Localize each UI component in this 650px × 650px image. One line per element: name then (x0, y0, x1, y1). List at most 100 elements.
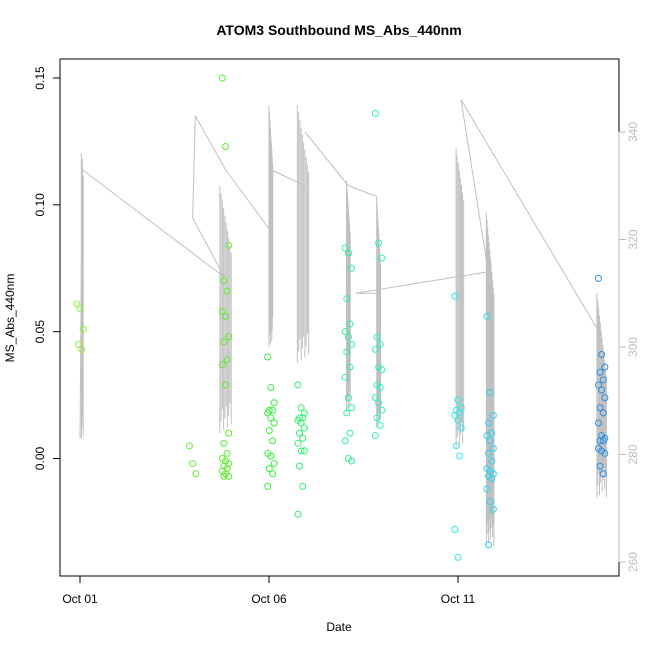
data-point (596, 368, 604, 376)
data-point (78, 345, 86, 353)
data-point (346, 320, 354, 328)
data-point (457, 424, 465, 432)
x-tick-label: Oct 06 (251, 592, 287, 606)
data-point (268, 437, 276, 445)
y-tick-label: 0.10 (33, 193, 47, 217)
data-point (601, 363, 609, 371)
data-point (192, 470, 200, 478)
data-point (599, 437, 607, 445)
data-point (270, 460, 278, 468)
right-y-tick-label: 320 (626, 229, 640, 249)
data-point (225, 333, 233, 341)
y-axis-label: MS_Abs_440nm (3, 274, 17, 363)
data-point (189, 460, 197, 468)
data-point (222, 381, 230, 389)
data-point (220, 472, 228, 480)
data-point (223, 449, 231, 457)
data-point (270, 419, 278, 427)
y-axis: 0.00 0.05 0.10 0.15 (33, 66, 61, 470)
data-point (299, 434, 307, 442)
data-point (348, 340, 356, 348)
data-point (488, 475, 496, 483)
data-point (483, 432, 491, 440)
data-point (265, 465, 273, 473)
data-point (294, 439, 302, 447)
data-point (343, 348, 351, 356)
data-point (483, 485, 491, 493)
data-point (375, 239, 383, 247)
y-tick-label: 0.05 (33, 320, 47, 344)
data-point (376, 340, 384, 348)
data-point (343, 295, 351, 303)
data-point (486, 437, 494, 445)
data-point (488, 457, 496, 465)
data-point (223, 287, 231, 295)
data-point (485, 419, 493, 427)
data-point (348, 404, 356, 412)
data-point (454, 396, 462, 404)
data-point (267, 414, 275, 422)
data-point (346, 363, 354, 371)
right-axis-line-layer (79, 99, 607, 546)
data-point (596, 404, 604, 412)
data-point (343, 409, 351, 417)
data-point (346, 429, 354, 437)
line-segment (194, 115, 226, 170)
data-point (344, 249, 352, 257)
data-point (598, 386, 606, 394)
data-point (294, 510, 302, 518)
plot-frame (59, 58, 620, 577)
data-point (297, 404, 305, 412)
data-point (596, 437, 604, 445)
data-point (594, 274, 602, 282)
data-point (267, 383, 275, 391)
data-point (454, 553, 462, 561)
line-segment (81, 169, 225, 278)
data-point (76, 305, 84, 313)
data-point (341, 437, 349, 445)
right-y-tick-label: 300 (626, 337, 640, 357)
data-point (220, 277, 228, 285)
right-y-tick-label: 280 (626, 444, 640, 464)
data-point (218, 74, 226, 82)
data-point (373, 333, 381, 341)
data-point (220, 338, 228, 346)
line-segment (355, 271, 489, 294)
data-point (225, 472, 233, 480)
data-point (451, 526, 459, 534)
data-point (218, 307, 226, 315)
data-point (451, 292, 459, 300)
data-point (264, 482, 272, 490)
data-point (185, 442, 193, 450)
data-point (486, 498, 494, 506)
data-point (489, 505, 497, 513)
data-point (344, 394, 352, 402)
data-point (267, 452, 275, 460)
chart-title: ATOM3 Southbound MS_Abs_440nm (216, 22, 461, 38)
data-point (378, 254, 386, 262)
right-y-axis: 260 280 300 320 340 (618, 122, 640, 572)
data-point (489, 444, 497, 452)
data-point (225, 429, 233, 437)
data-point (373, 414, 381, 422)
data-point (265, 427, 273, 435)
data-point (225, 241, 233, 249)
x-axis-label: Date (326, 620, 352, 634)
data-point (223, 356, 231, 364)
data-point (485, 541, 493, 549)
data-point (598, 350, 606, 358)
data-point (454, 416, 462, 424)
data-point (599, 470, 607, 478)
data-point (296, 462, 304, 470)
data-point (344, 333, 352, 341)
data-point (300, 424, 308, 432)
data-point (596, 462, 604, 470)
data-point (79, 325, 87, 333)
data-point (270, 399, 278, 407)
right-y-tick-label: 260 (626, 552, 640, 572)
data-point (601, 394, 609, 402)
data-point (299, 482, 307, 490)
data-point (599, 409, 607, 417)
data-point (371, 432, 379, 440)
